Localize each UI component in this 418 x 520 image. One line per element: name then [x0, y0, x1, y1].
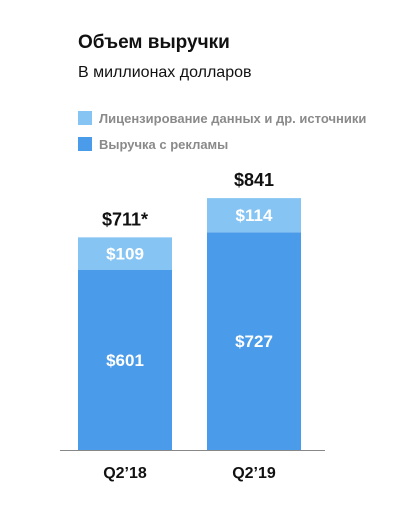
bar-licensing-1 — [207, 198, 301, 233]
bar-value-label-ads-1: $727 — [235, 332, 273, 351]
legend-label-ads: Выручка с рекламы — [99, 136, 229, 152]
bar-value-label-ads-0: $601 — [106, 351, 144, 370]
x-tick-label-1: Q2’19 — [232, 465, 276, 482]
bar-ads-0 — [78, 270, 172, 450]
bar-value-label-licensing-0: $109 — [106, 245, 144, 264]
legend: Лицензирование данных и др. источники Вы… — [78, 107, 366, 159]
bar-total-label-0: $711* — [102, 209, 148, 229]
legend-swatch-ads — [78, 137, 92, 151]
bar-ads-1 — [207, 232, 301, 450]
bar-value-label-licensing-1: $114 — [236, 206, 273, 225]
legend-swatch-licensing — [78, 111, 92, 125]
legend-item-ads: Выручка с рекламы — [78, 133, 366, 155]
x-tick-label-0: Q2’18 — [103, 465, 147, 482]
bar-total-label-1: $841 — [234, 170, 274, 190]
legend-item-licensing: Лицензирование данных и др. источники — [78, 107, 366, 129]
chart-title: Объем выручки — [78, 32, 230, 53]
bar-licensing-0 — [78, 237, 172, 271]
chart-subtitle: В миллионах долларов — [78, 64, 252, 81]
legend-label-licensing: Лицензирование данных и др. источники — [99, 110, 367, 126]
